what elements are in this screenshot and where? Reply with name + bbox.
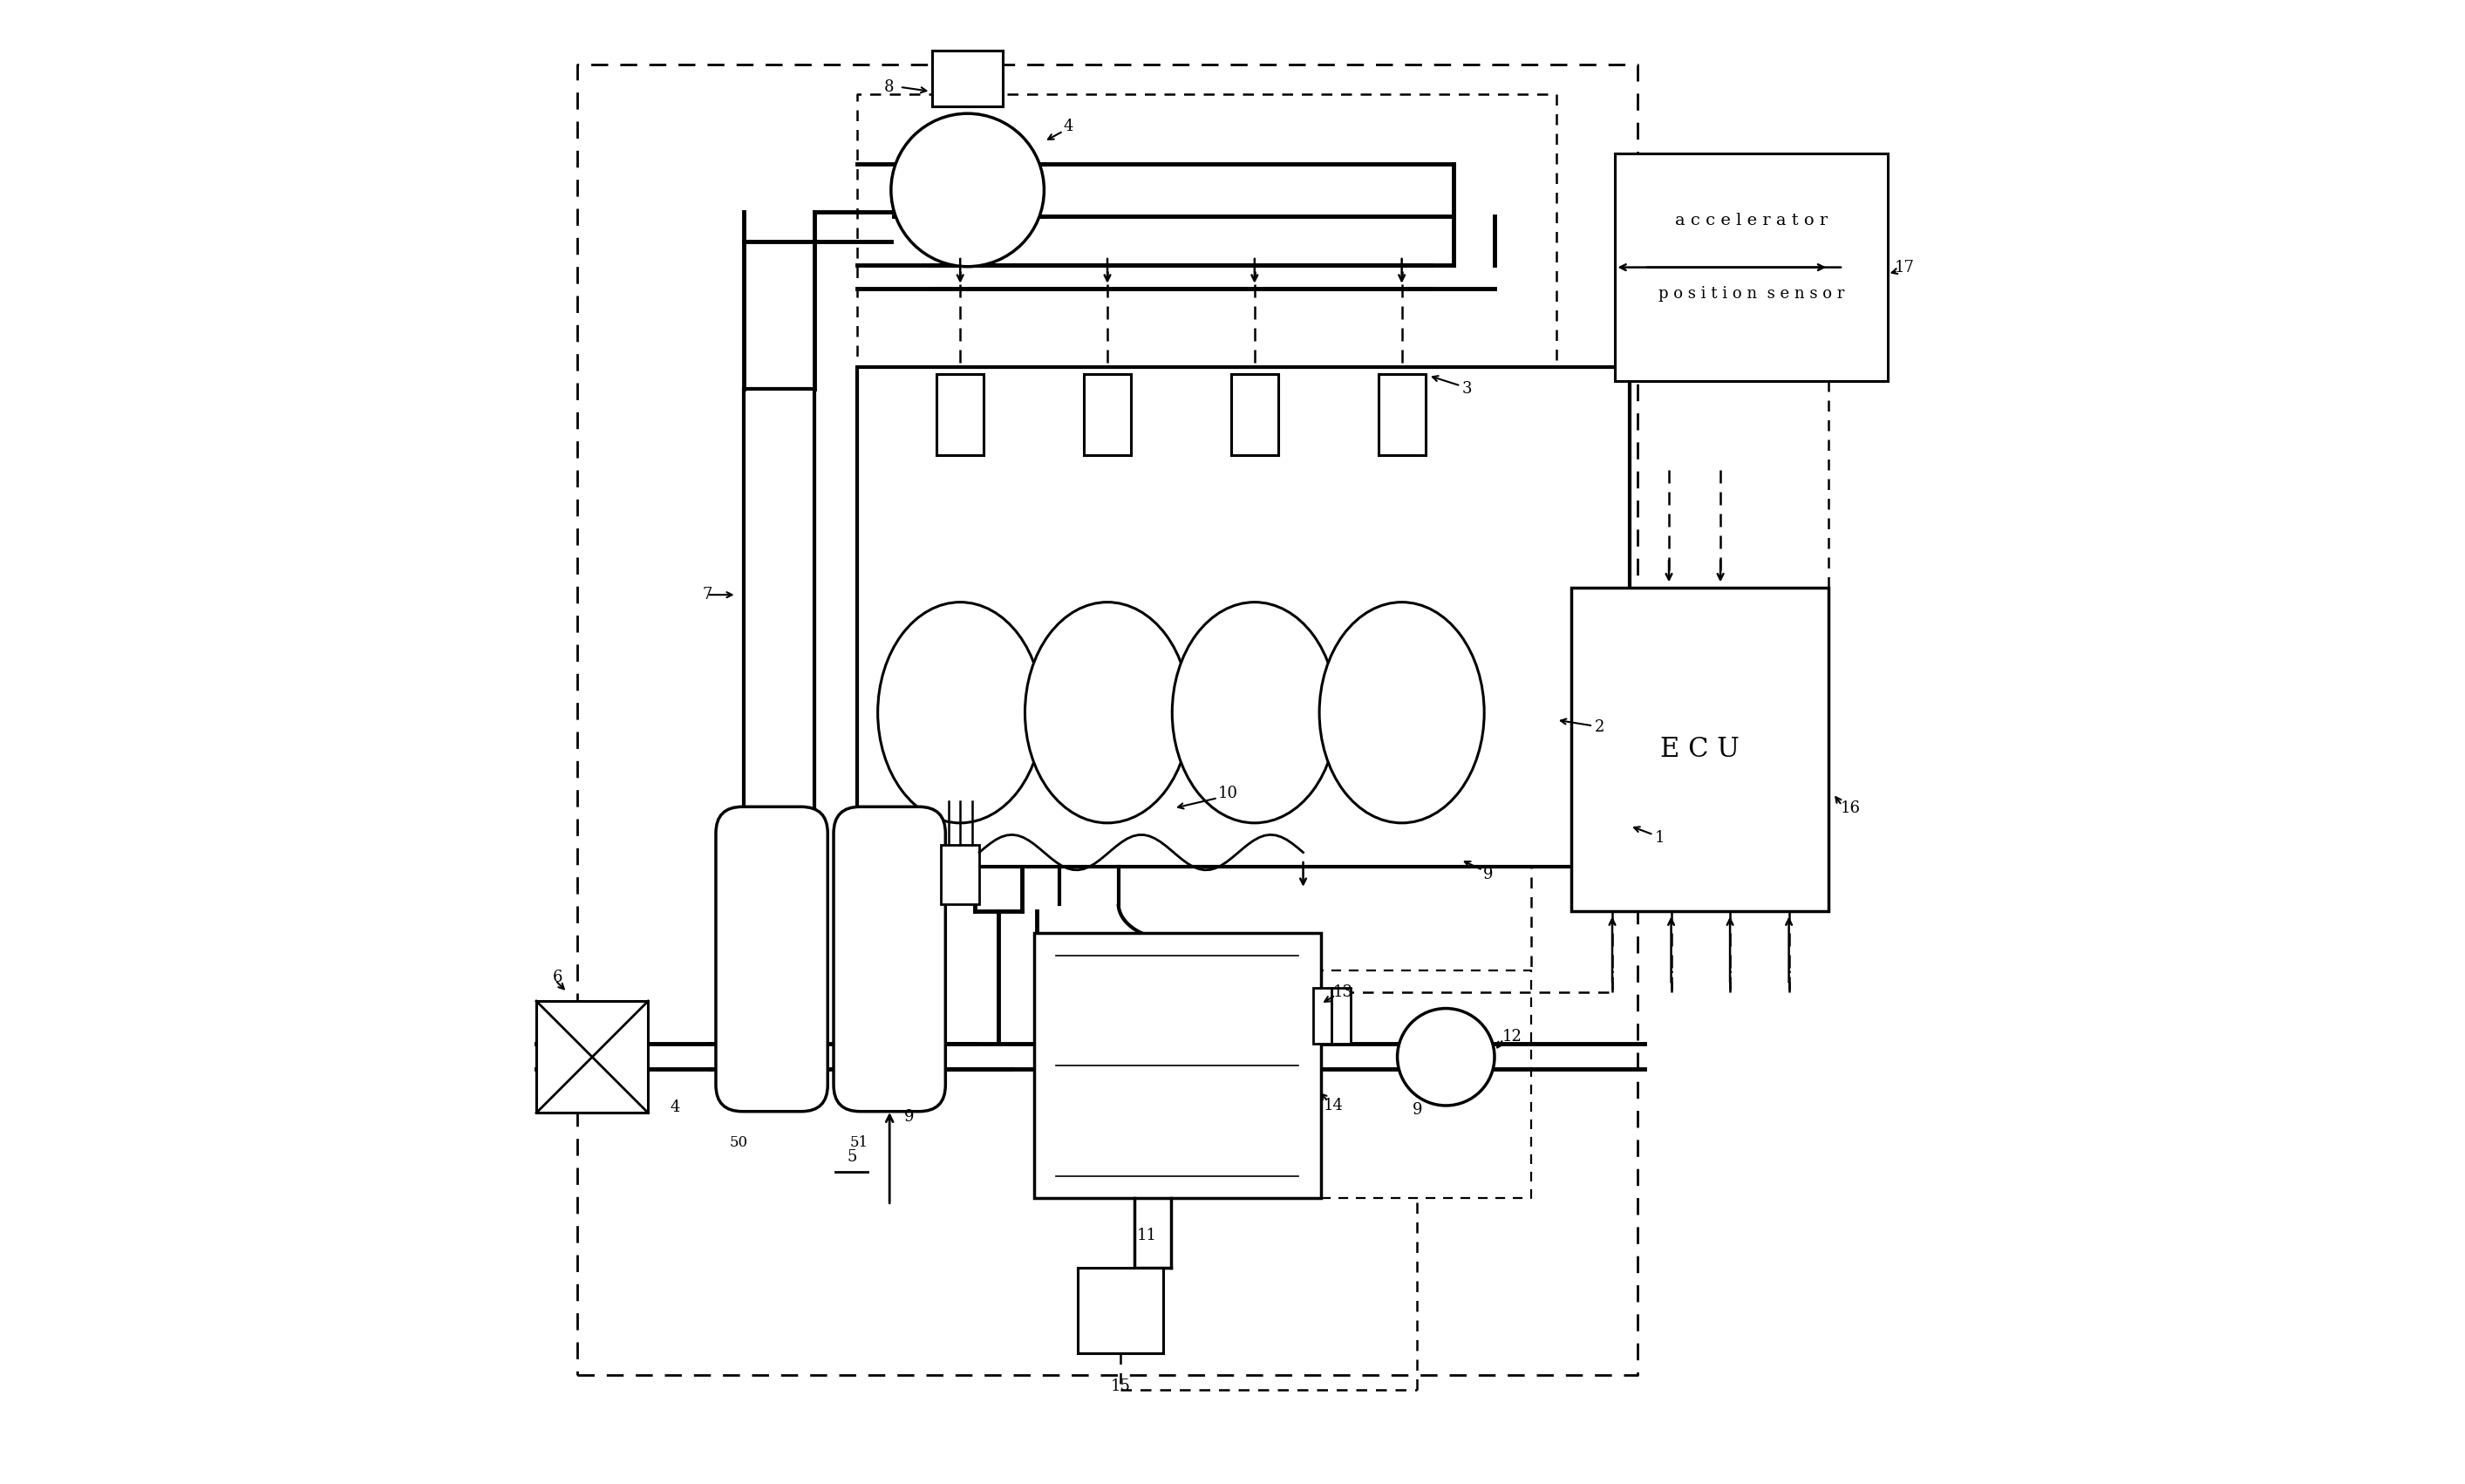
Text: p o s i t i o n  s e n s o r: p o s i t i o n s e n s o r: [1659, 286, 1844, 301]
Text: 8: 8: [882, 79, 895, 95]
Text: 13: 13: [1334, 984, 1353, 1000]
Text: 12: 12: [1501, 1028, 1521, 1045]
Text: 15: 15: [1112, 1379, 1131, 1395]
Text: 1: 1: [1654, 830, 1664, 846]
Text: 7: 7: [703, 588, 712, 603]
Bar: [1570, 588, 1829, 911]
Ellipse shape: [1173, 603, 1336, 824]
Text: 2: 2: [1595, 720, 1605, 735]
Ellipse shape: [1319, 603, 1484, 824]
Bar: [744, 389, 813, 816]
Circle shape: [1398, 1009, 1494, 1106]
FancyBboxPatch shape: [715, 807, 828, 1112]
Text: 6: 6: [552, 969, 562, 985]
Text: 14: 14: [1324, 1098, 1343, 1113]
Text: E C U: E C U: [1661, 736, 1740, 763]
Bar: [1615, 153, 1888, 381]
Text: 10: 10: [1218, 785, 1237, 801]
Ellipse shape: [878, 603, 1043, 824]
Bar: [932, 50, 1003, 107]
Text: 4: 4: [1062, 119, 1072, 135]
Bar: [858, 367, 1629, 867]
Bar: [942, 844, 979, 904]
Text: 50: 50: [730, 1135, 747, 1150]
Bar: [937, 374, 984, 456]
Text: 5: 5: [848, 1149, 858, 1165]
Bar: [1077, 1267, 1163, 1353]
Text: 17: 17: [1896, 260, 1915, 276]
Text: 9: 9: [1484, 867, 1494, 883]
Text: 3: 3: [1462, 381, 1472, 396]
Text: 9: 9: [1412, 1103, 1422, 1117]
Bar: [1230, 374, 1279, 456]
Ellipse shape: [1025, 603, 1191, 824]
Text: 9: 9: [905, 1110, 915, 1125]
FancyBboxPatch shape: [833, 807, 947, 1112]
Bar: [1378, 374, 1425, 456]
Text: 11: 11: [1136, 1227, 1156, 1244]
Text: 16: 16: [1841, 800, 1861, 816]
Circle shape: [890, 113, 1045, 267]
Text: a c c e l e r a t o r: a c c e l e r a t o r: [1676, 212, 1827, 229]
Bar: [1085, 374, 1131, 456]
Text: 51: 51: [850, 1135, 868, 1150]
Bar: [537, 1002, 648, 1113]
Text: 4: 4: [670, 1100, 680, 1114]
Bar: [1314, 988, 1351, 1043]
Bar: [1033, 933, 1321, 1198]
